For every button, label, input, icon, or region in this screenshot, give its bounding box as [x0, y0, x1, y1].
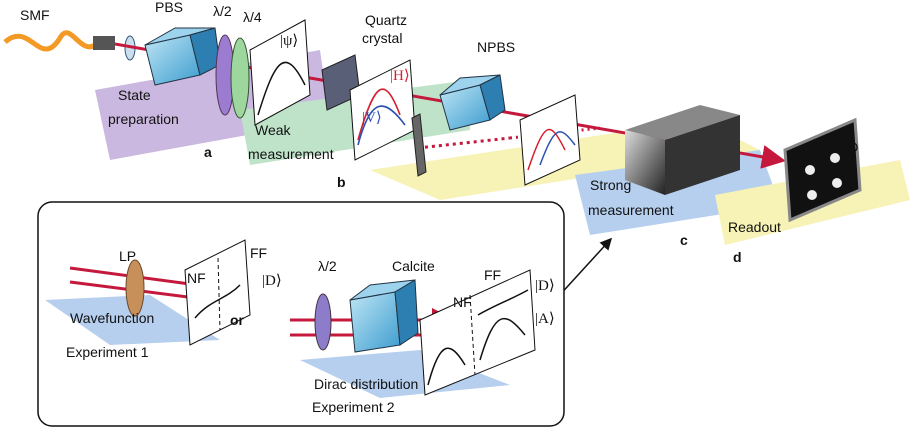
- label: λ/4: [243, 9, 262, 25]
- plane-exp2: [300, 350, 510, 398]
- v-curve: [357, 105, 406, 146]
- label: |V⟩: [362, 110, 382, 126]
- reference-beam: [417, 136, 511, 150]
- mirror: [411, 113, 427, 177]
- label: or: [230, 312, 245, 328]
- ccd-spot: [807, 190, 817, 200]
- label: |D⟩: [262, 273, 282, 289]
- stage-label: measurement: [588, 202, 674, 218]
- fiber: [3, 30, 97, 52]
- label: Dirac distribution: [314, 376, 418, 392]
- label: |ψ⟩: [280, 33, 298, 49]
- label: Quartz: [365, 12, 407, 28]
- psi-panel: [249, 19, 311, 126]
- plane-exp1: [45, 295, 220, 345]
- ccd-spot: [830, 153, 840, 163]
- label: crystal: [362, 30, 402, 46]
- h-curve: [357, 88, 401, 141]
- label: |D⟩: [535, 278, 555, 294]
- label: NF: [187, 270, 206, 286]
- ccd: [783, 117, 862, 223]
- fiber-coupler: [93, 36, 115, 50]
- stage-label: State: [118, 87, 151, 103]
- label: Experiment 2: [312, 399, 395, 415]
- strong-panel: [519, 94, 581, 186]
- exp2-curve: [477, 289, 529, 316]
- psi-curve: [257, 61, 306, 116]
- label: λ/2: [213, 3, 232, 19]
- label: PBS: [155, 0, 183, 15]
- stage-letter: b: [337, 174, 346, 190]
- exp2-curve: [479, 317, 526, 361]
- stage-label: Weak: [255, 122, 292, 138]
- stage-letter: d: [733, 249, 742, 265]
- label: LP: [119, 248, 136, 264]
- calcite: [349, 291, 401, 353]
- label: FF: [250, 245, 267, 261]
- stage-label: measurement: [248, 146, 334, 162]
- label: NPBS: [477, 39, 515, 55]
- label: |A⟩: [535, 311, 555, 327]
- label: λ/2: [318, 258, 337, 274]
- stage-label: preparation: [108, 111, 179, 127]
- polarizer: [125, 259, 145, 317]
- label: FF: [484, 267, 501, 283]
- calcite-side: [394, 279, 419, 346]
- nf-ff-divider: [217, 257, 221, 331]
- label: CCD: [828, 139, 858, 155]
- label: |H⟩: [390, 68, 410, 84]
- label: Experiment 1: [66, 344, 149, 360]
- exp1-panel: [184, 239, 251, 346]
- exp2-half-waveplate: [314, 293, 332, 351]
- strong-curve-blue: [539, 131, 576, 166]
- stage-letter: a: [204, 144, 212, 160]
- strong-box-side: [665, 115, 740, 195]
- npbs-side: [479, 74, 506, 121]
- ccd-spot: [805, 165, 815, 175]
- exp2-curve: [427, 347, 466, 386]
- strong-box-front: [625, 130, 665, 195]
- label: Calcite: [392, 258, 435, 274]
- ccd-spot: [832, 178, 842, 188]
- strong-curve-red: [527, 128, 566, 171]
- label: NF: [453, 294, 472, 310]
- nf-ff-divider: [469, 294, 476, 376]
- stage-label: Readout: [728, 219, 781, 235]
- label: SMF: [20, 7, 50, 23]
- stage-label: Strong: [590, 177, 631, 193]
- quarter-waveplate: [230, 37, 250, 119]
- label: Wavefunction: [70, 310, 154, 326]
- stage-letter: c: [680, 232, 688, 248]
- strong-box-top: [625, 105, 740, 140]
- pointer-arrow: [556, 237, 613, 299]
- exp1-curve: [194, 284, 241, 319]
